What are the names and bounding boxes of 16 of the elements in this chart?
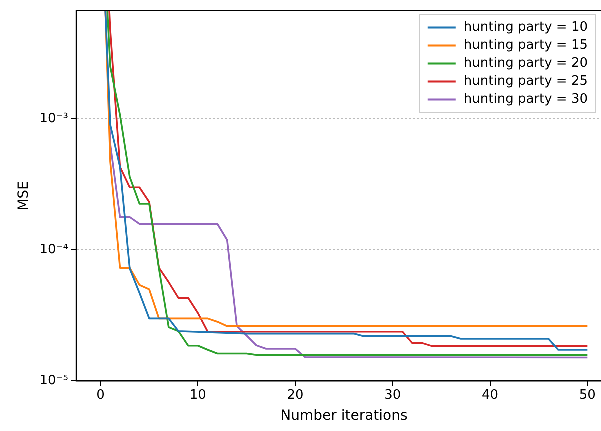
x-tick-label: 10: [190, 388, 206, 404]
x-tick-label: 0: [96, 388, 105, 404]
legend-label: hunting party = 10: [464, 20, 588, 36]
x-tick-label: 40: [482, 388, 499, 404]
legend-label: hunting party = 30: [464, 92, 588, 108]
x-tick-label: 20: [287, 388, 304, 404]
x-tick-label: 30: [384, 388, 402, 404]
y-tick-label: 10⁻⁴: [40, 242, 68, 258]
x-axis-title: Number iterations: [280, 408, 408, 424]
x-tick-label: 50: [579, 388, 596, 404]
y-tick-label: 10⁻³: [40, 111, 68, 126]
legend-label: hunting party = 15: [464, 38, 588, 54]
legend-label: hunting party = 25: [464, 74, 588, 90]
y-tick-label: 10⁻⁵: [40, 374, 68, 389]
y-axis-title: MSE: [16, 181, 32, 211]
legend-label: hunting party = 20: [464, 56, 588, 72]
